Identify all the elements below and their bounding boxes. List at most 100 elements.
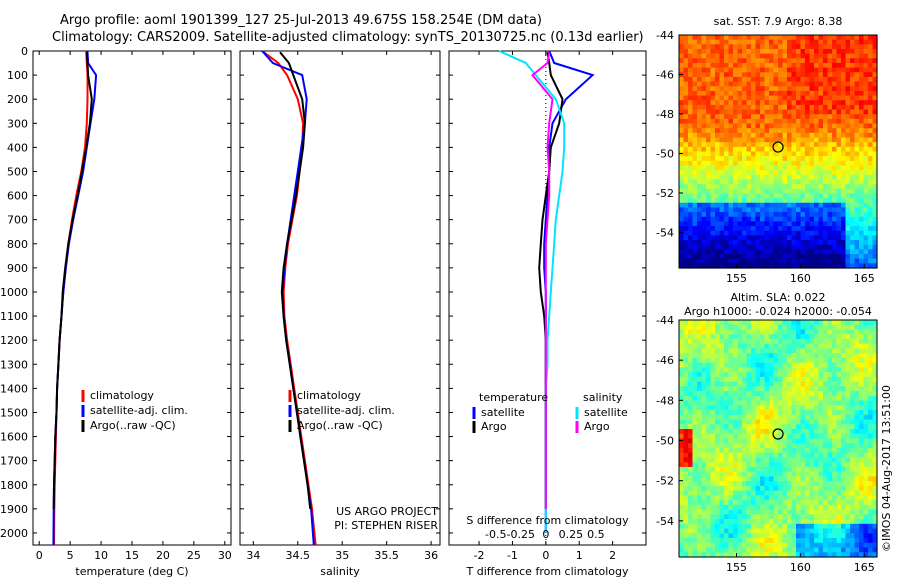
- y-tick-label: 700: [7, 214, 28, 227]
- map-cell: [769, 100, 775, 106]
- map-cell: [872, 424, 878, 430]
- map-cell: [809, 419, 815, 425]
- map-cell: [764, 542, 770, 549]
- map-cell: [805, 44, 811, 50]
- map-cell: [782, 547, 788, 553]
- map-cell: [782, 95, 788, 101]
- map-cell: [818, 367, 824, 373]
- map-cell: [755, 212, 761, 218]
- map-cell: [688, 391, 694, 397]
- map-cell: [697, 324, 703, 331]
- map-cell: [697, 452, 703, 459]
- map-cell: [868, 452, 874, 459]
- map-cell: [679, 188, 685, 195]
- map-cell: [832, 254, 838, 260]
- map-cell: [697, 429, 703, 435]
- map-cell: [728, 132, 734, 139]
- map-cell: [728, 81, 734, 87]
- map-cell: [845, 263, 851, 269]
- map-cell: [791, 254, 797, 260]
- map-cell: [751, 523, 757, 530]
- map-cell: [755, 151, 761, 157]
- map-cell: [778, 156, 784, 162]
- map-cell: [728, 357, 734, 364]
- map-cell: [755, 207, 761, 213]
- map-cell: [746, 100, 752, 106]
- map-cell: [859, 353, 865, 359]
- map-cell: [814, 410, 820, 416]
- map-cell: [724, 81, 730, 87]
- map-cell: [859, 481, 865, 487]
- map-cell: [823, 457, 829, 463]
- map-cell: [823, 424, 829, 430]
- map-cell: [706, 137, 712, 143]
- map-cell: [697, 395, 703, 402]
- map-cell: [778, 471, 784, 478]
- map-cell: [836, 263, 842, 269]
- map-cell: [841, 429, 847, 435]
- map-cell: [692, 142, 698, 148]
- map-cell: [728, 495, 734, 501]
- map-cell: [841, 395, 847, 402]
- map-cell: [692, 542, 698, 549]
- map-cell: [715, 230, 721, 236]
- map-cell: [823, 230, 829, 236]
- map-cell: [809, 184, 815, 190]
- map-cell: [710, 151, 716, 157]
- map-cell: [809, 400, 815, 406]
- map-cell: [715, 485, 721, 492]
- map-cell: [683, 338, 689, 345]
- map-cell: [832, 100, 838, 106]
- map-cell: [715, 174, 721, 181]
- map-cell: [854, 438, 860, 444]
- map-cell: [746, 104, 752, 111]
- map-cell: [814, 429, 820, 435]
- map-cell: [778, 348, 784, 354]
- map-cell: [850, 400, 856, 406]
- map-cell: [697, 320, 703, 326]
- map-cell: [854, 146, 860, 153]
- map-cell: [701, 44, 707, 50]
- map-cell: [692, 62, 698, 69]
- map-cell: [836, 462, 842, 468]
- map-cell: [805, 528, 811, 534]
- map-cell: [778, 174, 784, 181]
- map-cell: [787, 405, 793, 411]
- map-cell: [863, 72, 869, 78]
- map-cell: [769, 160, 775, 167]
- map-cell: [872, 174, 878, 181]
- map-cell: [841, 533, 847, 539]
- map-cell: [827, 348, 833, 354]
- map-cell: [742, 132, 748, 139]
- map-cell: [859, 258, 865, 264]
- map-cell: [787, 226, 793, 232]
- map-cell: [787, 457, 793, 463]
- map-cell: [755, 391, 761, 397]
- map-cell: [719, 48, 725, 55]
- map-cell: [800, 320, 806, 326]
- map-cell: [701, 128, 707, 134]
- map-cell: [724, 495, 730, 501]
- map-cell: [769, 362, 775, 368]
- map-cell: [787, 438, 793, 444]
- map-cell: [827, 207, 833, 213]
- map-cell: [728, 490, 734, 496]
- map-cell: [742, 462, 748, 468]
- map-cell: [679, 443, 685, 449]
- map-cell: [683, 353, 689, 359]
- map-cell: [737, 405, 743, 411]
- map-cell: [697, 151, 703, 157]
- map-cell: [791, 39, 797, 45]
- x-tick-label: 0: [36, 549, 43, 562]
- map-cell: [863, 391, 869, 397]
- map-cell: [841, 184, 847, 190]
- map-cell: [724, 466, 730, 473]
- map-cell: [841, 400, 847, 406]
- map-cell: [773, 381, 779, 387]
- map-cell: [701, 466, 707, 473]
- map-cell: [760, 348, 766, 354]
- map-cell: [755, 193, 761, 199]
- map-cell: [818, 35, 824, 41]
- map-cell: [791, 48, 797, 55]
- map-cell: [773, 495, 779, 501]
